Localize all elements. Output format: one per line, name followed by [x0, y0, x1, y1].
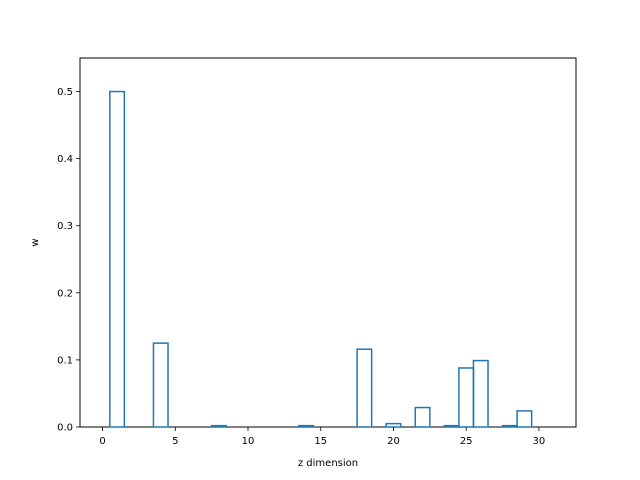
x-tick-label: 10	[242, 436, 255, 447]
bar	[152, 342, 169, 428]
y-tick-label: 0.1	[57, 355, 73, 366]
plot-frame	[79, 57, 577, 428]
bar	[501, 424, 518, 428]
bar	[298, 424, 315, 428]
x-axis-ticks: 0 5 10 15 20 25 30	[99, 427, 545, 447]
x-tick-label: 30	[533, 436, 546, 447]
bar	[516, 410, 533, 428]
bar	[210, 424, 227, 428]
y-axis-ticks: 0.0 0.1 0.2 0.3 0.4 0.5	[57, 87, 80, 434]
bars-group	[109, 90, 533, 428]
bar	[472, 359, 489, 428]
x-tick-label: 25	[460, 436, 473, 447]
y-axis-label: w	[30, 238, 41, 246]
y-tick-label: 0.4	[57, 154, 73, 165]
y-tick-label: 0.0	[57, 423, 73, 434]
x-tick-label: 0	[99, 436, 105, 447]
bar	[414, 406, 431, 428]
bar	[458, 367, 475, 428]
bar	[109, 90, 126, 428]
x-tick-label: 5	[172, 436, 178, 447]
y-tick-label: 0.2	[57, 288, 73, 299]
bar	[356, 348, 373, 428]
y-tick-label: 0.3	[57, 221, 73, 232]
bar	[443, 424, 460, 428]
x-tick-label: 15	[314, 436, 327, 447]
x-axis-label: z dimension	[298, 458, 358, 469]
bar	[385, 422, 402, 428]
y-tick-label: 0.5	[57, 87, 73, 98]
x-tick-label: 20	[387, 436, 400, 447]
